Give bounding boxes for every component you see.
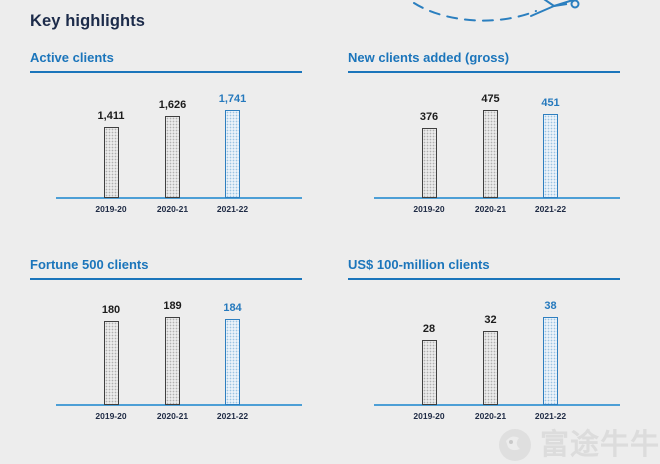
title-underline (348, 71, 620, 73)
page-title: Key highlights (30, 12, 146, 30)
futu-bull-logo-icon (499, 429, 531, 461)
bar-2019-20 (103, 127, 119, 198)
chart-panel-usd-100-million-clients: US$ 100-million clients 28 2019-20 32 2020-… (348, 257, 620, 421)
bar-plot: 376 2019-20 475 2020-21 451 2021-22 (348, 73, 620, 214)
x-axis-line (374, 404, 620, 406)
chart-title: New clients added (gross) (348, 50, 510, 65)
bar-2020-21 (165, 317, 180, 405)
bar-value-label: 38 (544, 300, 557, 312)
title-underline (30, 278, 302, 280)
bar-plot: 1,411 2019-20 1,626 2020-21 1,741 2021-22 (30, 73, 302, 214)
bar-value-label: 184 (223, 302, 242, 314)
x-axis-tick-label: 2019-20 (95, 411, 127, 421)
chart-title: US$ 100-million clients (348, 257, 490, 272)
title-underline (348, 278, 620, 280)
bar-plot: 180 2019-20 189 2020-21 184 2021-22 (30, 280, 302, 421)
x-axis-tick-label: 2020-21 (474, 204, 507, 214)
chart-panel-active-clients: Active clients 1,411 2019-20 1,626 2020-21 1… (30, 50, 302, 214)
x-axis-tick-label: 2019-20 (413, 204, 445, 214)
bar-value-label: 32 (484, 314, 497, 326)
bar-value-label: 180 (101, 304, 121, 316)
bar-value-label: 189 (163, 300, 182, 312)
x-axis-line (374, 197, 620, 199)
x-axis-line (56, 404, 302, 406)
bar-2019-20 (421, 340, 437, 405)
bar-value-label: 1,741 (218, 93, 247, 105)
bar-2021-22 (225, 110, 240, 198)
x-axis-tick-label: 2021-22 (534, 204, 567, 214)
bar-2021-22 (225, 319, 240, 405)
x-axis-tick-label: 2019-20 (95, 204, 127, 214)
bar-value-label: 376 (419, 111, 439, 123)
x-axis-tick-label: 2021-22 (216, 204, 249, 214)
bar-2020-21 (483, 331, 498, 405)
watermark: 富途牛牛 (497, 427, 660, 463)
x-axis-tick-label: 2020-21 (156, 204, 189, 214)
dashed-flight-path-plane-icon (413, 0, 580, 22)
chart-panel-new-clients-added: New clients added (gross) 376 2019-20 475 2… (348, 50, 620, 214)
title-underline (30, 71, 302, 73)
bar-2019-20 (421, 128, 437, 198)
chart-panel-fortune-500-clients: Fortune 500 clients 180 2019-20 189 2020-21… (30, 257, 302, 421)
x-axis-tick-label: 2020-21 (474, 411, 507, 421)
bar-2020-21 (483, 110, 498, 198)
bar-2019-20 (103, 321, 119, 405)
bar-value-label: 475 (481, 93, 500, 105)
chart-title: Active clients (30, 50, 114, 65)
x-axis-tick-label: 2021-22 (216, 411, 249, 421)
chart-title: Fortune 500 clients (30, 257, 149, 272)
bar-value-label: 28 (422, 323, 436, 335)
bar-value-label: 1,626 (158, 99, 187, 111)
bar-2021-22 (543, 114, 558, 198)
bar-2020-21 (165, 116, 180, 198)
bar-2021-22 (543, 317, 558, 405)
watermark-text: 富途牛牛 (540, 429, 660, 461)
x-axis-tick-label: 2021-22 (534, 411, 567, 421)
x-axis-line (56, 197, 302, 199)
x-axis-tick-label: 2020-21 (156, 411, 189, 421)
bar-value-label: 1,411 (97, 110, 125, 122)
bar-plot: 28 2019-20 32 2020-21 38 2021-22 (348, 280, 620, 421)
bar-value-label: 451 (541, 97, 560, 109)
x-axis-tick-label: 2019-20 (413, 411, 445, 421)
